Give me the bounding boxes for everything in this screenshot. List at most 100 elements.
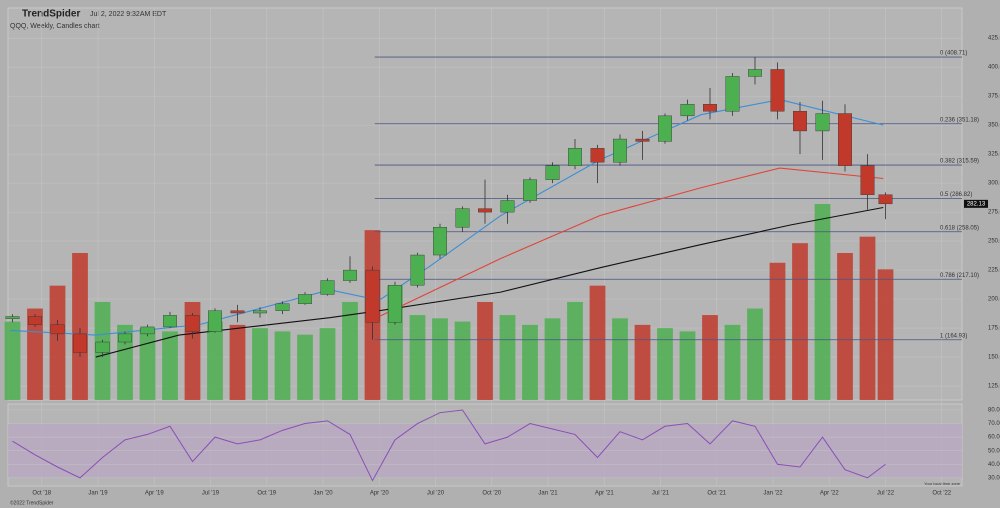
- volume-bar: [162, 331, 178, 400]
- price-badge: [964, 199, 988, 208]
- volume-bar: [4, 321, 21, 400]
- candle-body: [185, 315, 200, 332]
- x-tick-label: Oct '18: [32, 491, 51, 497]
- x-tick-label: Jan '20: [313, 491, 333, 497]
- x-tick-label: Jan '21: [538, 491, 558, 497]
- candle-body: [320, 280, 335, 295]
- candle-body: [5, 316, 20, 320]
- y-tick-label: 125.00: [988, 384, 1000, 390]
- volume-bar: [724, 324, 741, 400]
- fib-label: 0.5 (286.82): [940, 192, 972, 198]
- y-tick-label: 350.00: [988, 123, 1000, 129]
- candle-body: [635, 138, 650, 142]
- volume-bar: [814, 204, 831, 400]
- fib-label: 0.382 (315.59): [940, 159, 979, 165]
- candle-body: [275, 303, 290, 311]
- y-tick-label: 300.00: [988, 181, 1000, 187]
- volume-bar: [319, 328, 336, 400]
- timestamp: Jul 2, 2022 9:32AM EDT: [90, 11, 167, 18]
- volume-bar: [49, 285, 66, 400]
- y-tick-label: 400.00: [988, 65, 1000, 71]
- candle-body: [455, 208, 470, 228]
- candle-body: [770, 69, 785, 112]
- volume-bar: [877, 269, 894, 400]
- candle-body: [253, 310, 267, 314]
- candle-body: [50, 324, 65, 335]
- volume-bar: [432, 318, 448, 400]
- y-tick-label: 325.00: [988, 152, 1000, 158]
- candle-body: [140, 326, 155, 335]
- y-tick-label: 200.00: [988, 297, 1000, 303]
- volume-bar: [342, 302, 358, 400]
- x-tick-label: Oct '19: [257, 491, 276, 497]
- volume-bar: [567, 302, 583, 400]
- candle-body: [433, 226, 447, 256]
- x-tick-label: Apr '22: [820, 491, 839, 497]
- candle-body: [298, 294, 312, 304]
- candle-body: [545, 165, 560, 180]
- candle-body: [388, 284, 402, 323]
- moving-average: [379, 167, 884, 317]
- volume-bar: [859, 236, 876, 400]
- volume-bar: [72, 253, 88, 400]
- candle-body: [208, 310, 222, 332]
- volume-bar: [409, 315, 426, 400]
- candle-body: [878, 194, 893, 205]
- brand: TrendSpider: [22, 9, 80, 20]
- candle-body: [725, 76, 740, 112]
- copyright: ©2022 TrendSpider: [10, 499, 54, 506]
- rsi-line: [12, 409, 886, 482]
- candle-body: [703, 104, 717, 112]
- x-tick-label: Jul '20: [427, 491, 445, 497]
- candle-body: [590, 148, 605, 163]
- candle-body: [523, 179, 537, 201]
- y-tick-label: 425.00: [988, 36, 1000, 42]
- fib-label: 0.618 (258.05): [940, 225, 979, 231]
- timezone-note: Your local time zone: [924, 481, 961, 486]
- volume-bar: [747, 308, 763, 400]
- volume-bar: [634, 324, 651, 400]
- candle-body: [658, 115, 672, 142]
- rsi-tick-label: 60.00: [988, 435, 1000, 441]
- rsi-tick-label: 80.00: [988, 408, 1000, 414]
- candle-body: [680, 104, 695, 117]
- y-tick-label: 150.00: [988, 355, 1000, 361]
- volume-bar: [117, 324, 133, 400]
- y-tick-label: 375.00: [988, 94, 1000, 100]
- y-tick-label: 175.00: [988, 326, 1000, 332]
- volume-bar: [252, 328, 268, 400]
- candle-body: [163, 315, 177, 328]
- candle-body: [410, 254, 425, 286]
- volume-bar: [499, 315, 516, 400]
- rsi-tick-label: 70.00: [988, 421, 1000, 427]
- volume-bar: [657, 328, 673, 400]
- fib-label: 0 (408.71): [940, 51, 967, 57]
- candle-body: [613, 138, 627, 163]
- fib-label: 0.786 (217.10): [940, 273, 979, 279]
- candle-body: [748, 69, 762, 77]
- volume-bar: [454, 321, 471, 400]
- candle-body: [568, 148, 582, 166]
- candle-body: [860, 165, 875, 195]
- candle-body: [95, 341, 110, 353]
- rsi-tick-label: 30.00: [988, 475, 1000, 481]
- x-tick-label: Jul '21: [652, 491, 670, 497]
- volume-bar: [139, 328, 156, 400]
- candle-body: [793, 111, 807, 132]
- x-tick-label: Oct '20: [482, 491, 501, 497]
- volume-bar: [229, 324, 246, 400]
- y-tick-label: 225.00: [988, 268, 1000, 274]
- y-tick-label: 250.00: [988, 239, 1000, 245]
- candle-body: [118, 333, 132, 343]
- fib-label: 1 (164.93): [940, 333, 967, 339]
- x-tick-label: Oct '22: [932, 491, 951, 497]
- price-badge-label: 282.13: [967, 201, 986, 207]
- volume-bar: [297, 334, 313, 400]
- candle-body: [230, 310, 245, 314]
- volume-bar: [589, 285, 606, 400]
- rsi-tick-label: 50.00: [988, 448, 1000, 454]
- volume-bar: [792, 243, 808, 400]
- candle-body: [28, 316, 42, 325]
